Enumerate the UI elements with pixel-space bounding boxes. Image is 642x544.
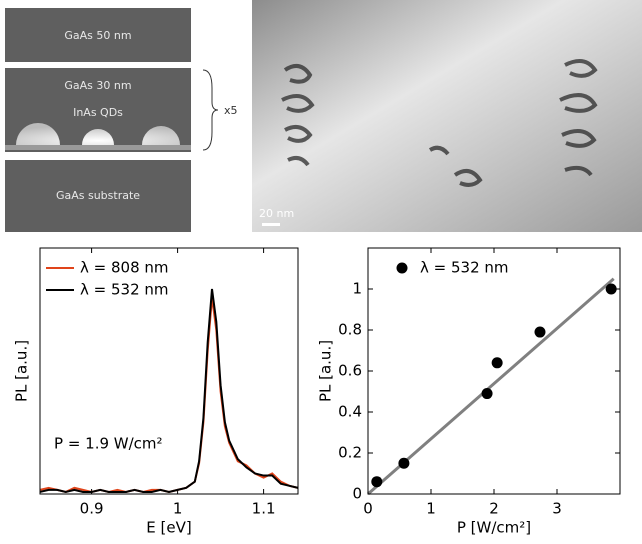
x-tick-label: 3 bbox=[552, 500, 562, 518]
x-tick-label: 1 bbox=[426, 500, 436, 518]
x-tick-label: 1.1 bbox=[252, 500, 276, 518]
y-tick-label: 0.4 bbox=[338, 403, 362, 421]
y-tick-label: 1 bbox=[352, 280, 362, 298]
x-tick-label: 0 bbox=[363, 500, 373, 518]
y-tick-label: 0.6 bbox=[338, 362, 362, 380]
layer-label: GaAs substrate bbox=[56, 189, 140, 202]
data-point bbox=[492, 357, 503, 368]
y-tick-label: 0.8 bbox=[338, 321, 362, 339]
spectrum-line bbox=[40, 297, 298, 492]
legend-label: λ = 532 nm bbox=[80, 281, 169, 299]
brace bbox=[203, 70, 218, 150]
legend-label: λ = 532 nm bbox=[420, 259, 509, 277]
data-point bbox=[482, 388, 493, 399]
data-point bbox=[398, 458, 409, 469]
layer-label: InAs QDs bbox=[73, 106, 123, 119]
wetting-layer bbox=[5, 145, 191, 150]
x-tick-label: 0.9 bbox=[80, 500, 104, 518]
spectrum-line bbox=[40, 289, 298, 492]
figure: GaAs 50 nm GaAs 30 nm InAs QDs GaAs subs… bbox=[0, 0, 642, 544]
x-axis-label: P [W/cm²] bbox=[457, 519, 531, 537]
repeat-label: x5 bbox=[224, 104, 238, 117]
scale-bar bbox=[262, 223, 280, 226]
annotation: P = 1.9 W/cm² bbox=[54, 435, 163, 453]
data-point bbox=[534, 327, 545, 338]
layer-label: GaAs 30 nm bbox=[64, 79, 131, 92]
legend-label: λ = 808 nm bbox=[80, 259, 169, 277]
y-axis-label: PL [a.u.] bbox=[317, 340, 335, 402]
data-point bbox=[606, 284, 617, 295]
legend-marker bbox=[397, 263, 408, 274]
x-axis-label: E [eV] bbox=[146, 519, 191, 537]
x-tick-label: 1 bbox=[173, 500, 183, 518]
y-tick-label: 0.2 bbox=[338, 444, 362, 462]
y-tick-label: 0 bbox=[352, 485, 362, 503]
layer-label: GaAs 50 nm bbox=[64, 29, 131, 42]
tem-image bbox=[252, 0, 642, 232]
y-axis-label: PL [a.u.] bbox=[13, 340, 31, 402]
data-point bbox=[371, 476, 382, 487]
axes-frame bbox=[40, 248, 298, 494]
x-tick-label: 2 bbox=[489, 500, 499, 518]
axes-frame bbox=[368, 248, 620, 494]
scale-label: 20 nm bbox=[259, 207, 294, 220]
